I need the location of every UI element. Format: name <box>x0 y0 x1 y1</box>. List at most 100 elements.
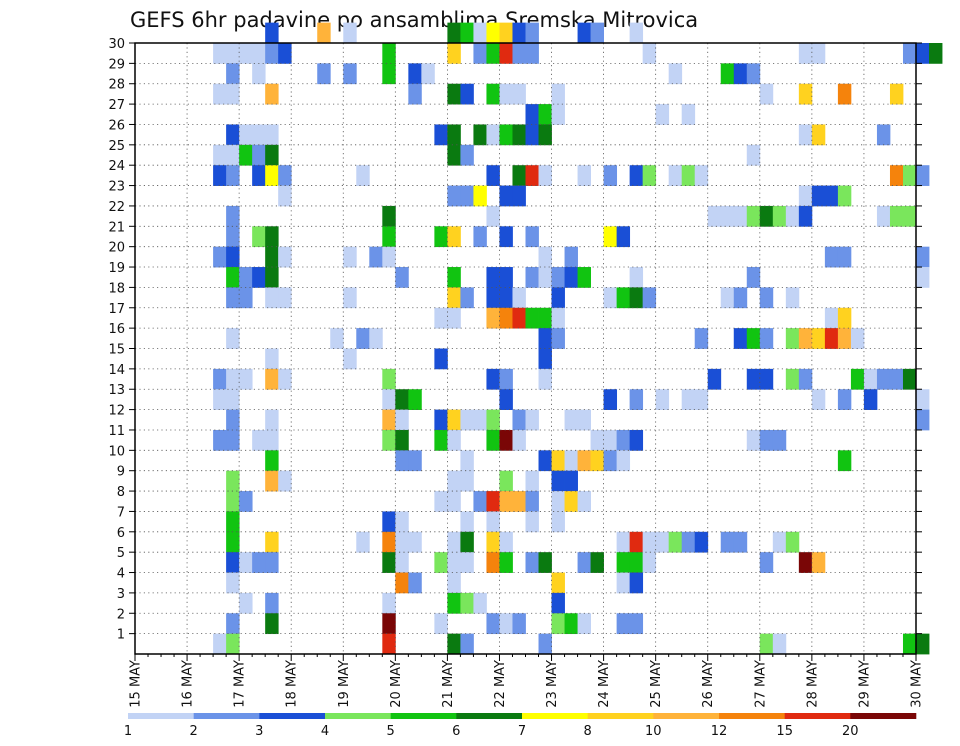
precip-cell <box>226 226 240 248</box>
precip-cell <box>499 43 513 64</box>
y-tick-label: 27 <box>108 98 125 113</box>
precip-cell <box>811 328 826 349</box>
precip-cell <box>226 552 240 573</box>
y-tick-label: 21 <box>108 220 125 235</box>
precip-cell <box>226 470 240 492</box>
precip-cell <box>499 491 513 512</box>
precip-cell <box>434 409 448 431</box>
precip-cell <box>226 572 240 594</box>
y-tick-label: 3 <box>117 587 125 602</box>
precip-cell <box>916 43 930 64</box>
colorbar-label: 20 <box>842 724 859 739</box>
precip-cell <box>460 633 474 655</box>
precip-cell <box>252 267 266 288</box>
precip-cell <box>486 429 500 451</box>
colorbar-label: 10 <box>645 724 662 739</box>
precip-cell <box>395 267 409 288</box>
precip-cell <box>252 552 266 573</box>
precip-cell <box>824 328 839 349</box>
precip-cell <box>239 287 253 309</box>
precip-cell <box>252 124 266 146</box>
precip-cell <box>473 185 487 207</box>
precip-cell <box>382 592 396 614</box>
x-tick-label: 24 MAY <box>597 660 612 708</box>
precip-cell <box>577 491 591 512</box>
y-tick-label: 11 <box>108 424 125 439</box>
precip-cell <box>798 368 813 390</box>
precip-cell <box>577 450 591 472</box>
precip-cell <box>265 144 279 166</box>
precip-cell <box>473 22 487 44</box>
colorbar-swatch <box>128 713 194 719</box>
precip-cell <box>616 613 631 635</box>
precip-cell <box>226 83 240 105</box>
precip-cell <box>655 104 670 125</box>
precip-cell <box>863 368 878 390</box>
precip-cell <box>876 124 891 146</box>
precip-cell <box>720 205 735 227</box>
precip-cell <box>213 246 227 268</box>
x-tick-label: 26 MAY <box>701 660 716 708</box>
y-tick-label: 4 <box>117 567 125 582</box>
precip-cell <box>889 205 904 227</box>
precip-cell <box>226 144 240 166</box>
precip-cell <box>356 531 370 553</box>
precip-cell <box>395 531 409 553</box>
colorbar-label: 8 <box>584 724 592 739</box>
precip-cell <box>707 368 722 390</box>
precip-cell <box>538 552 552 573</box>
precip-cell <box>512 307 526 329</box>
precip-cell <box>577 613 591 635</box>
chart-title: GEFS 6hr padavine po ansamblima Sremska … <box>130 8 698 32</box>
precip-cell <box>837 185 852 207</box>
precip-cell <box>525 491 539 512</box>
precip-cell <box>499 185 513 207</box>
precip-cell <box>759 328 774 349</box>
precip-cell <box>447 572 461 594</box>
x-axis: 15 MAY 16 MAY 17 MAY 18 MAY 19 MAY 20 MAY 21 M… <box>129 654 925 708</box>
precip-cell <box>252 165 266 186</box>
precip-cell <box>486 613 500 635</box>
precip-cell <box>252 226 266 248</box>
x-tick-label: 19 MAY <box>337 660 352 708</box>
precip-cell <box>785 328 800 349</box>
precip-cell <box>811 185 826 207</box>
precip-cell <box>902 43 917 64</box>
precip-cell <box>759 205 774 227</box>
precip-cell <box>512 83 526 105</box>
precip-cell <box>408 450 422 472</box>
precip-cell <box>382 429 396 451</box>
precip-cell <box>681 389 696 410</box>
precip-cell <box>460 185 474 207</box>
precip-cell <box>252 63 266 85</box>
x-tick-label: 18 MAY <box>285 660 300 708</box>
precip-cell <box>226 124 240 146</box>
precip-cell <box>681 104 696 125</box>
precip-cell <box>668 165 683 186</box>
precip-cell <box>551 307 565 329</box>
precip-cell <box>382 226 396 248</box>
precip-cell <box>473 592 487 614</box>
precip-cell <box>239 267 253 288</box>
precip-cell <box>538 104 552 125</box>
y-tick-label: 7 <box>117 505 125 520</box>
precip-cell <box>265 592 279 614</box>
precip-cell <box>772 429 787 451</box>
colorbar-label: 3 <box>255 724 263 739</box>
x-tick-label: 27 MAY <box>753 660 768 708</box>
precip-cell <box>538 450 552 472</box>
precip-cell <box>213 368 227 390</box>
precip-cell <box>811 124 826 146</box>
precip-cell <box>447 185 461 207</box>
precip-cell <box>681 165 696 186</box>
y-tick-label: 18 <box>108 281 125 296</box>
precip-cell <box>759 552 774 573</box>
precip-cell <box>356 328 370 349</box>
precip-cell <box>850 328 865 349</box>
precip-cell <box>720 287 735 309</box>
precip-cell <box>564 613 578 635</box>
y-tick-label: 26 <box>108 118 125 133</box>
precip-cell <box>499 552 513 573</box>
precip-cell <box>916 267 930 288</box>
